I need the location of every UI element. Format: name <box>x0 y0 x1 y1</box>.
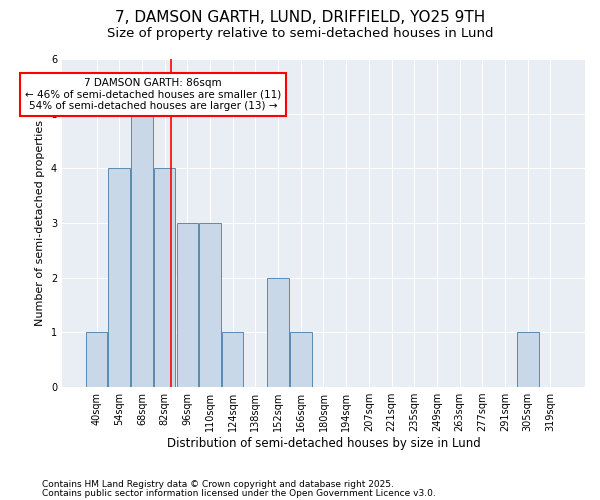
Bar <box>199 223 221 387</box>
Bar <box>517 332 539 387</box>
Bar <box>131 114 152 387</box>
X-axis label: Distribution of semi-detached houses by size in Lund: Distribution of semi-detached houses by … <box>167 437 481 450</box>
Bar <box>268 278 289 387</box>
Text: Contains public sector information licensed under the Open Government Licence v3: Contains public sector information licen… <box>42 490 436 498</box>
Bar <box>154 168 175 387</box>
Text: 7, DAMSON GARTH, LUND, DRIFFIELD, YO25 9TH: 7, DAMSON GARTH, LUND, DRIFFIELD, YO25 9… <box>115 10 485 25</box>
Bar <box>176 223 198 387</box>
Bar <box>290 332 311 387</box>
Text: Contains HM Land Registry data © Crown copyright and database right 2025.: Contains HM Land Registry data © Crown c… <box>42 480 394 489</box>
Text: Size of property relative to semi-detached houses in Lund: Size of property relative to semi-detach… <box>107 28 493 40</box>
Bar <box>222 332 244 387</box>
Y-axis label: Number of semi-detached properties: Number of semi-detached properties <box>35 120 45 326</box>
Bar <box>86 332 107 387</box>
Bar <box>109 168 130 387</box>
Text: 7 DAMSON GARTH: 86sqm
← 46% of semi-detached houses are smaller (11)
54% of semi: 7 DAMSON GARTH: 86sqm ← 46% of semi-deta… <box>25 78 281 111</box>
